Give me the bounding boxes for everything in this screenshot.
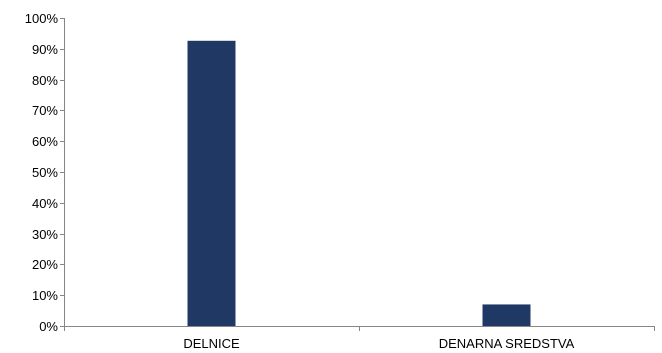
x-axis <box>64 326 655 331</box>
y-tick-label: 10% <box>32 288 58 303</box>
y-tick-label: 60% <box>32 134 58 149</box>
x-tick-label: DELNICE <box>183 336 240 351</box>
bar <box>187 40 236 327</box>
y-tick-label: 0% <box>39 319 58 334</box>
x-tick-label: DENARNA SREDSTVA <box>439 336 575 351</box>
y-tick-label: 30% <box>32 227 58 242</box>
bar <box>482 304 531 326</box>
bars <box>187 40 531 327</box>
category-labels: DELNICE DENARNA SREDSTVA <box>183 336 574 351</box>
y-tick-label: 80% <box>32 73 58 88</box>
y-axis: 0% 10% 20% 30% 40% 50% 60% 70% 80% 90% 100% <box>25 11 65 334</box>
y-tick-label: 70% <box>32 103 58 118</box>
y-tick-label: 20% <box>32 257 58 272</box>
y-tick-label: 90% <box>32 42 58 57</box>
y-tick-label: 40% <box>32 196 58 211</box>
y-tick-label: 50% <box>32 165 58 180</box>
y-tick-label: 100% <box>25 11 59 26</box>
